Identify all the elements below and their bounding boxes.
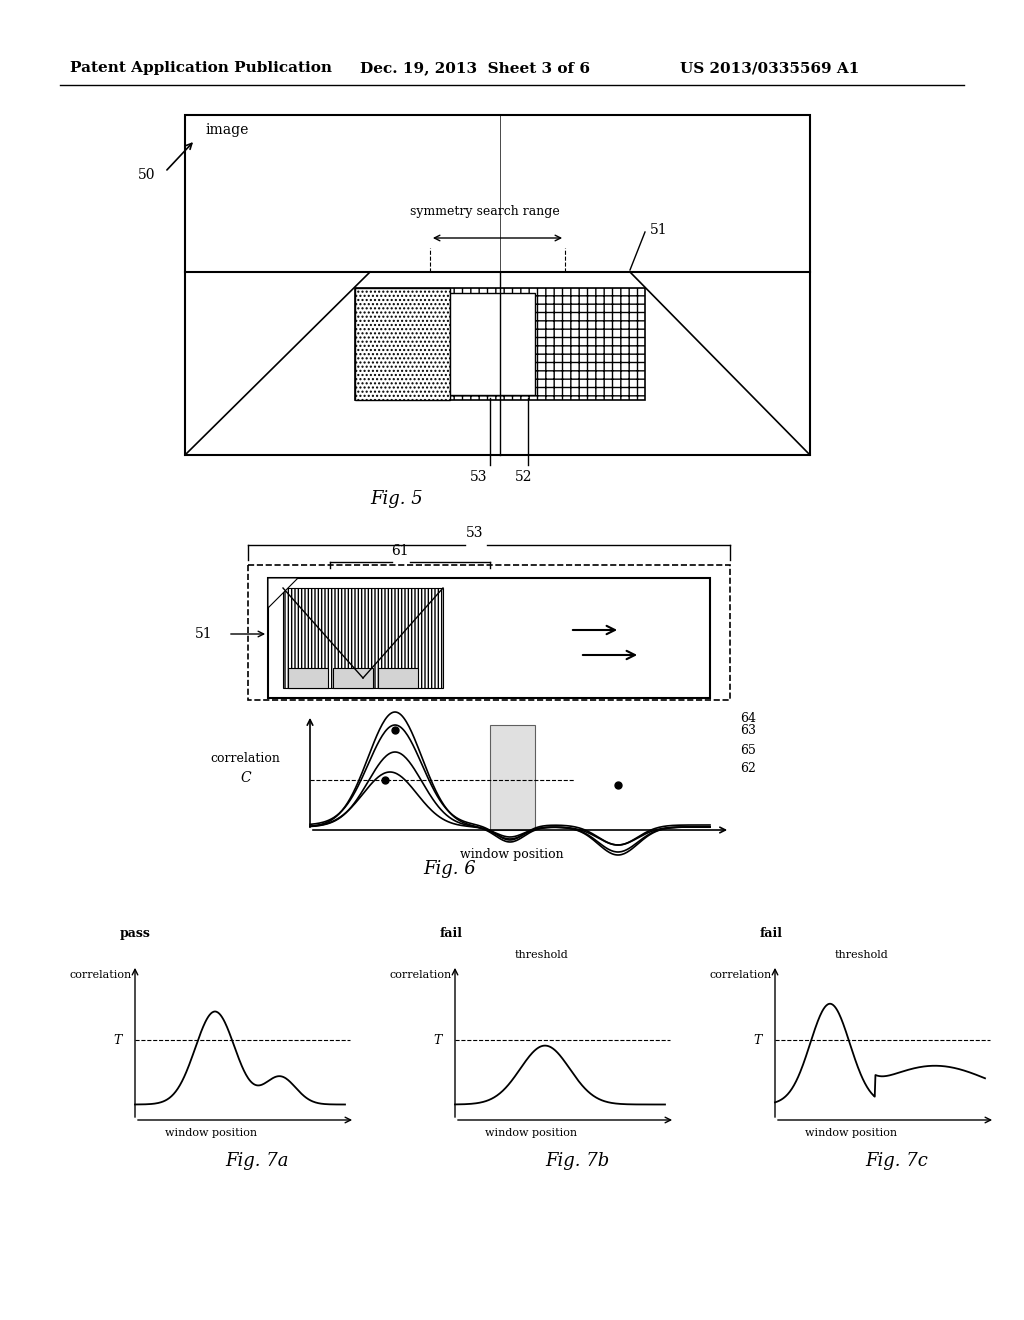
Bar: [268, 578, 710, 698]
Text: 61: 61: [391, 544, 409, 558]
Text: 65: 65: [740, 743, 756, 756]
Text: Fig. 5: Fig. 5: [370, 490, 423, 508]
Text: Fig. 7a: Fig. 7a: [225, 1152, 289, 1170]
Text: T: T: [433, 1034, 441, 1047]
Bar: [355, 288, 645, 400]
Text: Fig. 6: Fig. 6: [424, 861, 476, 878]
Text: 63: 63: [740, 723, 756, 737]
Text: fail: fail: [760, 927, 783, 940]
Text: 64: 64: [740, 711, 756, 725]
Text: US 2013/0335569 A1: US 2013/0335569 A1: [680, 61, 859, 75]
Text: 53: 53: [466, 525, 483, 540]
Text: correlation: correlation: [710, 970, 772, 979]
Bar: [248, 565, 730, 700]
Text: 62: 62: [740, 762, 756, 775]
Text: image: image: [205, 123, 249, 137]
Text: window position: window position: [485, 1129, 578, 1138]
Text: Dec. 19, 2013  Sheet 3 of 6: Dec. 19, 2013 Sheet 3 of 6: [360, 61, 590, 75]
Bar: [185, 115, 810, 455]
Text: 51: 51: [195, 627, 213, 642]
Bar: [333, 668, 373, 688]
Text: window position: window position: [165, 1129, 257, 1138]
Bar: [378, 668, 418, 688]
Text: correlation: correlation: [390, 970, 453, 979]
Text: window position: window position: [460, 847, 563, 861]
Text: Patent Application Publication: Patent Application Publication: [70, 61, 332, 75]
Polygon shape: [268, 578, 298, 609]
Text: Fig. 7b: Fig. 7b: [545, 1152, 609, 1170]
Bar: [355, 288, 450, 400]
Text: 50: 50: [138, 168, 156, 182]
Text: 51: 51: [650, 223, 668, 238]
Text: threshold: threshold: [515, 950, 568, 960]
Text: C: C: [240, 771, 251, 785]
Text: correlation: correlation: [70, 970, 132, 979]
Text: window position: window position: [805, 1129, 897, 1138]
Bar: [288, 668, 328, 688]
Text: fail: fail: [440, 927, 463, 940]
Text: pass: pass: [120, 927, 151, 940]
Text: T: T: [753, 1034, 762, 1047]
Bar: [283, 587, 443, 688]
Bar: [490, 725, 535, 830]
Text: T: T: [113, 1034, 122, 1047]
Text: 52: 52: [515, 470, 532, 484]
Text: correlation: correlation: [210, 751, 280, 764]
Text: threshold: threshold: [835, 950, 889, 960]
Text: symmetry search range: symmetry search range: [410, 205, 560, 218]
Bar: [450, 293, 535, 395]
Text: Fig. 7c: Fig. 7c: [865, 1152, 928, 1170]
Text: 53: 53: [470, 470, 487, 484]
